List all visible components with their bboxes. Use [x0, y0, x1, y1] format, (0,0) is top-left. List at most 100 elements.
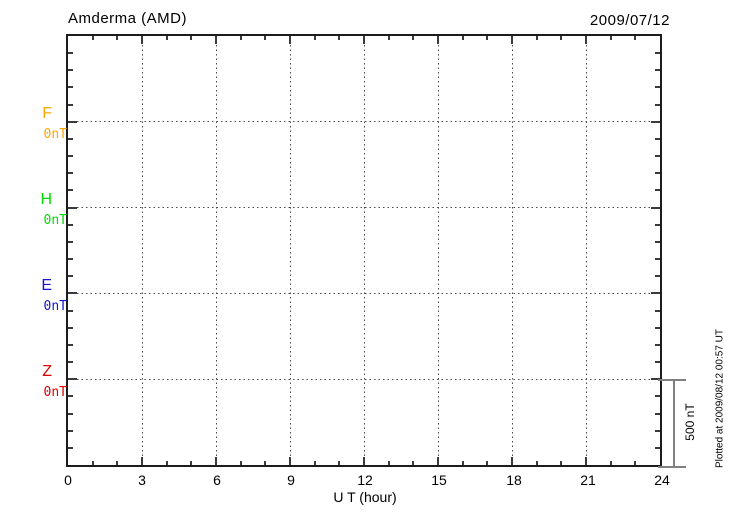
- top-tick-14h: [412, 36, 415, 40]
- left-tick-18: [68, 343, 73, 346]
- left-tick-17: [68, 326, 73, 329]
- top-tick-23h: [634, 36, 637, 40]
- gridline-baseline-h: [68, 207, 660, 209]
- top-tick-22h: [609, 36, 612, 40]
- bottom-tick-22h: [609, 461, 612, 465]
- left-tick-5: [68, 120, 77, 123]
- bottom-tick-3h: [141, 457, 143, 465]
- gridline-baseline-e: [68, 292, 660, 294]
- top-tick-12h: [363, 36, 365, 44]
- scale-bar-label: 500 nT: [683, 403, 697, 441]
- bottom-tick-18h: [511, 457, 513, 465]
- right-tick-17: [655, 326, 660, 329]
- bottom-tick-20h: [560, 461, 563, 465]
- channel-label-z: Z: [42, 363, 52, 380]
- right-tick-19: [655, 361, 660, 364]
- right-tick-20: [651, 378, 660, 381]
- left-tick-19: [68, 361, 73, 364]
- left-tick-16: [68, 309, 73, 312]
- top-tick-18h: [511, 36, 513, 44]
- left-tick-2: [68, 69, 73, 72]
- right-tick-7: [655, 155, 660, 158]
- gridline-vertical-21h: [585, 36, 587, 465]
- right-tick-14: [655, 275, 660, 278]
- left-tick-1: [68, 52, 73, 55]
- left-tick-21: [68, 395, 73, 398]
- bottom-tick-9h: [289, 457, 291, 465]
- right-tick-13: [655, 258, 660, 261]
- bottom-tick-10h: [313, 461, 316, 465]
- left-tick-20: [68, 378, 77, 381]
- top-tick-15h: [437, 36, 439, 44]
- x-axis-title: U T (hour): [333, 489, 397, 505]
- top-tick-13h: [387, 36, 390, 40]
- top-tick-9h: [289, 36, 291, 44]
- left-tick-6: [68, 137, 73, 140]
- channel-baseline-f: 0nT: [43, 127, 67, 142]
- right-tick-11: [655, 223, 660, 226]
- channel-label-e: E: [41, 277, 52, 294]
- plot-area: [66, 34, 662, 467]
- left-tick-4: [68, 103, 73, 106]
- bottom-tick-14h: [412, 461, 415, 465]
- top-tick-11h: [338, 36, 341, 40]
- scale-bar-bottom-cap: [658, 466, 686, 468]
- gridline-vertical-15h: [437, 36, 439, 465]
- channel-label-h: H: [40, 191, 52, 208]
- xtick-21: 21: [580, 472, 596, 488]
- left-tick-9: [68, 189, 73, 192]
- right-tick-2: [655, 69, 660, 72]
- right-tick-12: [655, 240, 660, 243]
- bottom-tick-13h: [387, 461, 390, 465]
- gridline-vertical-18h: [511, 36, 513, 465]
- bottom-tick-1h: [91, 461, 94, 465]
- gridline-baseline-f: [68, 121, 660, 123]
- gridline-baseline-z: [68, 378, 660, 380]
- left-tick-24: [68, 446, 73, 449]
- bottom-tick-16h: [461, 461, 464, 465]
- right-tick-21: [655, 395, 660, 398]
- bottom-tick-7h: [239, 461, 242, 465]
- right-tick-8: [655, 172, 660, 175]
- xtick-0: 0: [64, 472, 72, 488]
- right-tick-22: [655, 412, 660, 415]
- top-tick-19h: [535, 36, 538, 40]
- gridline-vertical-6h: [215, 36, 217, 465]
- plotted-at-note: Plotted at 2009/08/12 00:57 UT: [714, 329, 726, 468]
- bottom-tick-21h: [585, 457, 587, 465]
- top-tick-1h: [91, 36, 94, 40]
- scale-bar-top-cap: [658, 379, 686, 381]
- channel-baseline-h: 0nT: [43, 213, 67, 228]
- bottom-tick-6h: [215, 457, 217, 465]
- bottom-tick-12h: [363, 457, 365, 465]
- bottom-tick-2h: [116, 461, 119, 465]
- right-tick-1: [655, 52, 660, 55]
- top-tick-6h: [215, 36, 217, 44]
- top-tick-3h: [141, 36, 143, 44]
- bottom-tick-11h: [338, 461, 341, 465]
- bottom-tick-23h: [634, 461, 637, 465]
- right-tick-5: [651, 120, 660, 123]
- plot-date: 2009/07/12: [589, 12, 670, 29]
- left-tick-7: [68, 155, 73, 158]
- top-tick-10h: [313, 36, 316, 40]
- right-tick-16: [655, 309, 660, 312]
- channel-label-f: F: [42, 105, 52, 122]
- bottom-tick-17h: [486, 461, 489, 465]
- xtick-24: 24: [654, 472, 670, 488]
- top-tick-8h: [264, 36, 267, 40]
- xtick-3: 3: [138, 472, 146, 488]
- top-tick-21h: [585, 36, 587, 44]
- right-tick-24: [655, 446, 660, 449]
- bottom-tick-15h: [437, 457, 439, 465]
- gridline-vertical-9h: [289, 36, 291, 465]
- right-tick-18: [655, 343, 660, 346]
- right-tick-3: [655, 86, 660, 89]
- scale-bar-line: [673, 379, 675, 468]
- bottom-tick-4h: [165, 461, 168, 465]
- left-tick-10: [68, 206, 77, 209]
- left-tick-23: [68, 429, 73, 432]
- right-tick-23: [655, 429, 660, 432]
- xtick-6: 6: [213, 472, 221, 488]
